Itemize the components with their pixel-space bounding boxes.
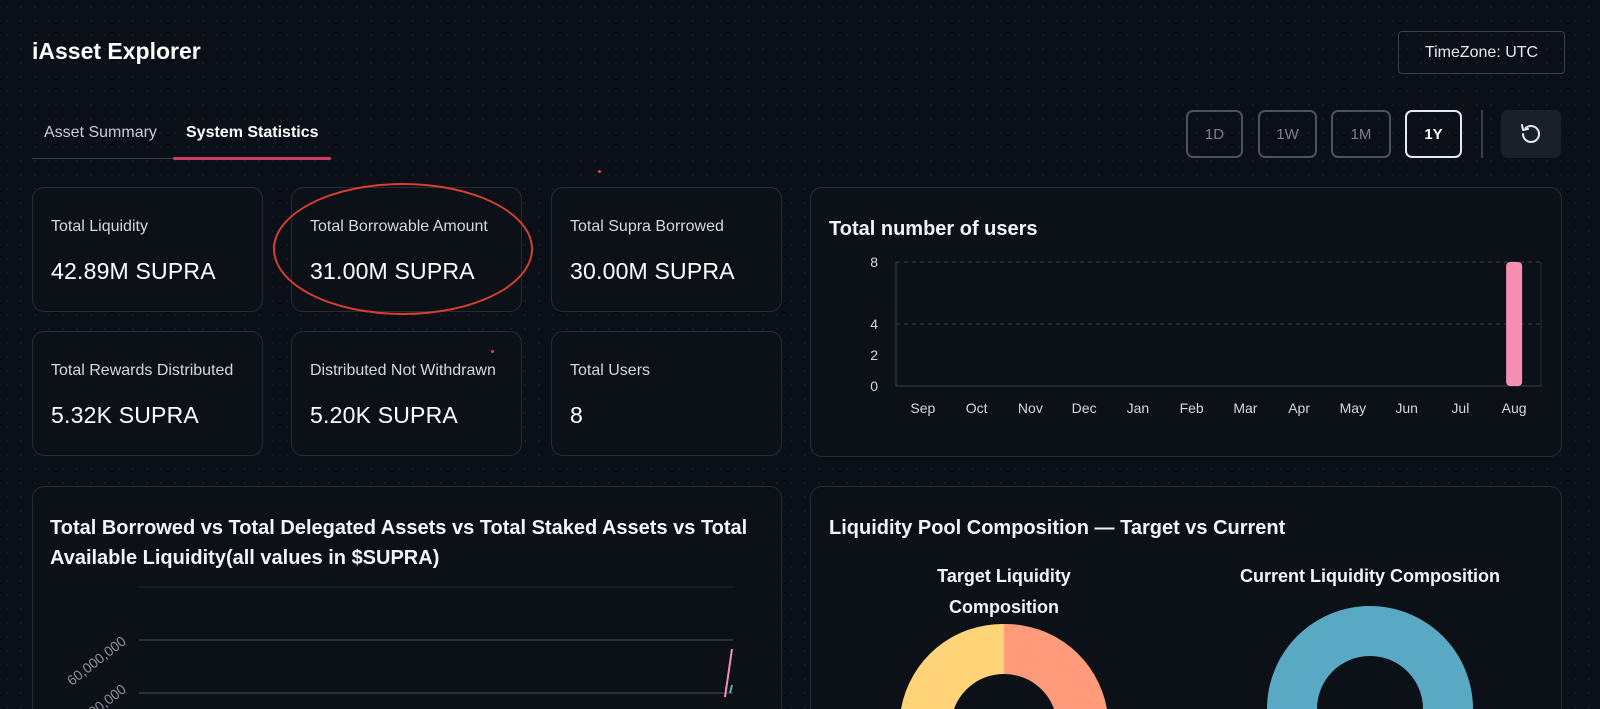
stat-label: Total Rewards Distributed <box>51 362 234 379</box>
x-tick-label: Mar <box>1233 400 1257 416</box>
current-donut-ring <box>1267 606 1473 709</box>
range-1y-button[interactable]: 1Y <box>1405 110 1462 158</box>
x-tick-label: Jul <box>1451 400 1469 416</box>
stat-value: 8 <box>570 402 583 428</box>
composition-donuts <box>901 606 1473 709</box>
range-1d-button[interactable]: 1D <box>1186 110 1243 158</box>
x-tick-label: May <box>1340 400 1366 416</box>
stat-label: Total Borrowable Amount <box>310 218 488 235</box>
x-tick-label: Sep <box>910 400 935 416</box>
pool-composition-card: Liquidity Pool Composition — Target vs C… <box>810 486 1562 709</box>
stat-value: 5.20K SUPRA <box>310 402 458 428</box>
x-tick-label: Nov <box>1018 400 1043 416</box>
y-tick-label: 8 <box>870 254 878 270</box>
x-tick-label: Jun <box>1395 400 1418 416</box>
x-tick-label: Jan <box>1127 400 1150 416</box>
x-tick-label: Feb <box>1180 400 1204 416</box>
chart-title-line2: Available Liquidity(all values in $SUPRA… <box>50 547 440 569</box>
tab-asset-summary[interactable]: Asset Summary <box>44 124 157 141</box>
stat-value: 31.00M SUPRA <box>310 258 475 284</box>
target-donut-slice-salmon <box>1004 623 1107 709</box>
app-title: iAsset Explorer <box>32 38 201 64</box>
current-composition-label: Current Liquidity Composition <box>1240 566 1500 586</box>
stat-label: Total Liquidity <box>51 218 148 235</box>
stat-label: Total Supra Borrowed <box>570 218 724 235</box>
users-bar-chart: 0 2 4 8 Sep Oct Nov Dec Jan Feb Mar Apr May Jun Jul Aug <box>870 254 1542 416</box>
timezone-button[interactable]: TimeZone: UTC <box>1398 31 1565 74</box>
borrowed-line-chart: 60,000,000 45,000,000 <box>64 586 733 709</box>
chart-title: Total number of users <box>829 218 1038 240</box>
annotation-dot <box>598 170 601 173</box>
stat-card-distributed-not-withdrawn: Distributed Not Withdrawn 5.20K SUPRA <box>291 331 522 456</box>
tab-system-statistics[interactable]: System Statistics <box>186 124 319 141</box>
toolbar-divider <box>1481 110 1483 158</box>
stat-label: Total Users <box>570 362 651 379</box>
stat-card-total-supra-borrowed: Total Supra Borrowed 30.00M SUPRA <box>551 187 782 312</box>
y-tick-label: 4 <box>870 316 878 332</box>
y-tick-label: 0 <box>870 378 878 394</box>
y-tick-label: 2 <box>870 347 878 363</box>
bar <box>1506 262 1523 386</box>
chart-title: Liquidity Pool Composition — Target vs C… <box>829 517 1286 539</box>
stat-card-total-users: Total Users 8 <box>551 331 782 456</box>
borrowed-chart-card: Total Borrowed vs Total Delegated Assets… <box>32 486 782 709</box>
stat-value: 42.89M SUPRA <box>51 258 216 284</box>
users-chart-card: Total number of users 0 2 4 8 Sep Oct Nov Dec Ja… <box>810 187 1562 457</box>
refresh-icon <box>1521 124 1540 143</box>
x-tick-label: Aug <box>1502 400 1527 416</box>
stat-card-total-borrowable: Total Borrowable Amount 31.00M SUPRA <box>291 187 522 312</box>
stat-card-total-liquidity: Total Liquidity 42.89M SUPRA <box>32 187 263 312</box>
x-tick-label: Oct <box>966 400 988 416</box>
x-tick-label: Apr <box>1288 400 1310 416</box>
active-tab-indicator <box>173 157 331 160</box>
annotation-dot <box>491 350 494 353</box>
y-tick-label: 60,000,000 <box>64 633 129 689</box>
range-1m-button[interactable]: 1M <box>1331 110 1391 158</box>
series-line-blue <box>729 684 733 694</box>
stat-label: Distributed Not Withdrawn <box>310 362 496 379</box>
target-composition-label: Target Liquidity Composition <box>937 566 1071 617</box>
x-tick-label: Dec <box>1072 400 1097 416</box>
range-1w-button[interactable]: 1W <box>1258 110 1317 158</box>
tab-bar: Asset Summary System Statistics <box>32 110 332 160</box>
refresh-button[interactable] <box>1501 110 1561 158</box>
stat-value: 5.32K SUPRA <box>51 402 199 428</box>
target-donut-slice-yellow <box>901 623 1004 709</box>
stat-value: 30.00M SUPRA <box>570 258 735 284</box>
stat-card-total-rewards: Total Rewards Distributed 5.32K SUPRA <box>32 331 263 456</box>
chart-title-line1: Total Borrowed vs Total Delegated Assets… <box>50 517 748 539</box>
series-line-pink <box>724 648 733 698</box>
